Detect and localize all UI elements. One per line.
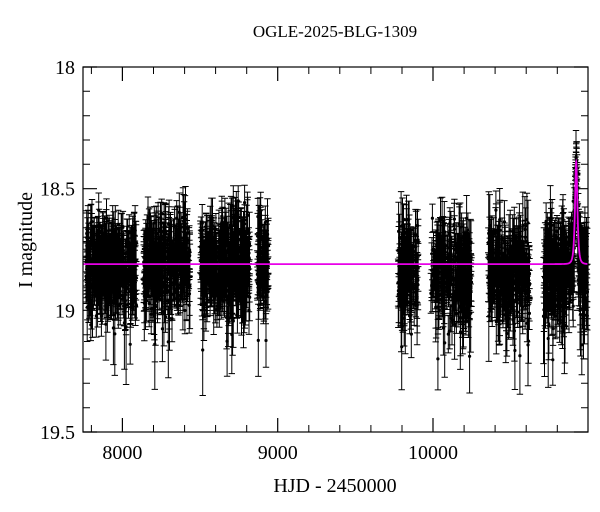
data-points [486,208,532,358]
data-points [84,208,139,346]
y-axis-label: I magnitude [15,192,37,288]
y-tick-label: 18 [55,57,75,79]
data-points [198,199,252,352]
data-points [541,191,590,362]
data-points [396,217,420,349]
model-curve [83,158,589,265]
plot-area: 8000 9000 10000 18 18.5 19 19.5 [40,57,591,464]
y-tick-label: 19.5 [40,422,75,444]
x-tick-label: 8000 [102,442,142,464]
y-tick-label: 19 [55,300,75,322]
y-tick-label: 18.5 [40,179,75,201]
data-points [434,216,474,361]
axis-frame [82,66,589,433]
x-tick-label: 10000 [408,442,458,464]
plot-title: OGLE-2025-BLG-1309 [253,22,417,41]
x-axis-label: HJD - 2450000 [273,475,396,497]
x-tick-label: 9000 [258,442,298,464]
error-bars [197,184,253,396]
